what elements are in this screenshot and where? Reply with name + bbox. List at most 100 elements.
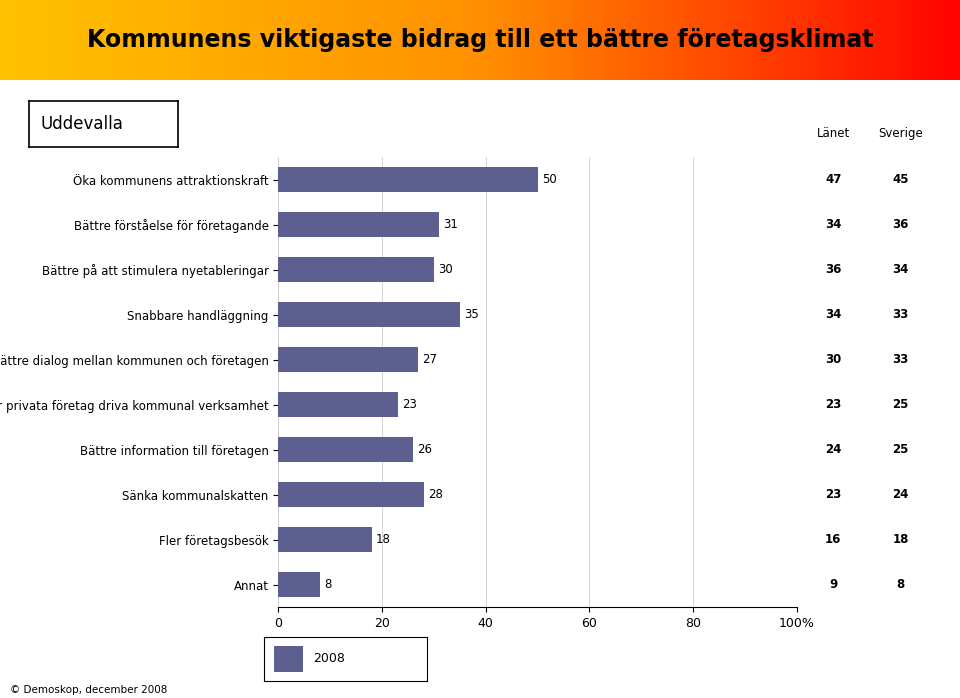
Bar bbox=[125, 0, 132, 80]
Bar bbox=[475, 0, 482, 80]
Bar bbox=[835, 0, 842, 80]
Text: 30: 30 bbox=[438, 263, 453, 276]
Text: 36: 36 bbox=[825, 263, 842, 276]
Bar bbox=[110, 0, 117, 80]
Bar bbox=[53, 0, 60, 80]
Bar bbox=[322, 0, 328, 80]
Bar bbox=[259, 0, 266, 80]
Bar bbox=[278, 572, 320, 597]
Text: 9: 9 bbox=[829, 578, 837, 591]
Bar bbox=[34, 0, 40, 80]
Bar bbox=[614, 0, 621, 80]
Text: 36: 36 bbox=[892, 218, 909, 231]
Bar bbox=[528, 0, 535, 80]
Bar bbox=[154, 0, 160, 80]
Bar bbox=[360, 0, 367, 80]
Bar bbox=[130, 0, 136, 80]
Bar bbox=[82, 0, 88, 80]
Bar bbox=[533, 0, 540, 80]
Bar bbox=[595, 0, 602, 80]
Bar bbox=[677, 0, 684, 80]
Bar bbox=[946, 0, 952, 80]
Text: 26: 26 bbox=[418, 443, 432, 456]
Bar bbox=[955, 0, 960, 80]
Text: 34: 34 bbox=[825, 218, 842, 231]
Bar bbox=[749, 0, 756, 80]
Bar bbox=[830, 0, 837, 80]
Bar bbox=[643, 0, 650, 80]
Bar bbox=[254, 0, 261, 80]
Bar bbox=[278, 482, 423, 507]
Bar bbox=[715, 0, 722, 80]
Bar bbox=[240, 0, 247, 80]
Bar bbox=[470, 0, 477, 80]
Bar bbox=[638, 0, 645, 80]
Bar bbox=[350, 0, 357, 80]
Bar bbox=[547, 0, 554, 80]
Bar bbox=[278, 392, 397, 417]
Bar bbox=[283, 0, 290, 80]
Bar bbox=[730, 0, 736, 80]
Bar bbox=[826, 0, 832, 80]
Bar bbox=[725, 0, 732, 80]
Bar bbox=[278, 302, 460, 327]
Bar bbox=[451, 0, 458, 80]
Bar bbox=[278, 348, 419, 372]
Bar bbox=[274, 0, 280, 80]
Bar bbox=[720, 0, 727, 80]
Text: 50: 50 bbox=[541, 173, 557, 186]
Bar bbox=[850, 0, 856, 80]
Text: 28: 28 bbox=[428, 488, 443, 501]
Text: 18: 18 bbox=[376, 533, 391, 547]
Bar bbox=[744, 0, 751, 80]
Bar bbox=[38, 0, 45, 80]
Bar bbox=[768, 0, 775, 80]
Bar bbox=[648, 0, 655, 80]
Bar bbox=[898, 0, 904, 80]
Bar bbox=[710, 0, 717, 80]
Bar bbox=[245, 0, 252, 80]
Bar bbox=[427, 0, 434, 80]
Bar bbox=[341, 0, 348, 80]
Bar bbox=[662, 0, 669, 80]
Bar bbox=[278, 212, 439, 237]
Bar bbox=[605, 0, 612, 80]
Bar bbox=[278, 258, 434, 282]
Bar bbox=[859, 0, 866, 80]
Bar bbox=[106, 0, 112, 80]
Text: 18: 18 bbox=[892, 533, 909, 547]
Bar bbox=[802, 0, 808, 80]
Bar bbox=[518, 0, 525, 80]
Bar bbox=[538, 0, 544, 80]
Bar bbox=[610, 0, 616, 80]
Text: 8: 8 bbox=[897, 578, 904, 591]
Bar bbox=[370, 0, 376, 80]
Bar bbox=[101, 0, 108, 80]
Bar bbox=[494, 0, 501, 80]
Bar bbox=[312, 0, 319, 80]
Bar bbox=[691, 0, 698, 80]
Bar bbox=[490, 0, 496, 80]
Bar bbox=[581, 0, 588, 80]
Bar bbox=[658, 0, 664, 80]
Bar bbox=[562, 0, 568, 80]
Bar bbox=[0, 0, 7, 80]
Bar bbox=[24, 0, 31, 80]
Bar bbox=[278, 0, 285, 80]
Text: 30: 30 bbox=[826, 353, 841, 366]
Bar bbox=[739, 0, 746, 80]
Bar bbox=[398, 0, 405, 80]
Bar bbox=[230, 0, 237, 80]
Bar bbox=[931, 0, 938, 80]
Text: 27: 27 bbox=[422, 353, 438, 366]
Bar bbox=[202, 0, 208, 80]
Bar bbox=[926, 0, 933, 80]
Bar bbox=[446, 0, 453, 80]
Bar bbox=[331, 0, 338, 80]
Bar bbox=[773, 0, 780, 80]
Bar bbox=[264, 0, 271, 80]
Bar bbox=[485, 0, 492, 80]
Bar bbox=[787, 0, 794, 80]
Bar bbox=[192, 0, 199, 80]
Bar bbox=[178, 0, 184, 80]
